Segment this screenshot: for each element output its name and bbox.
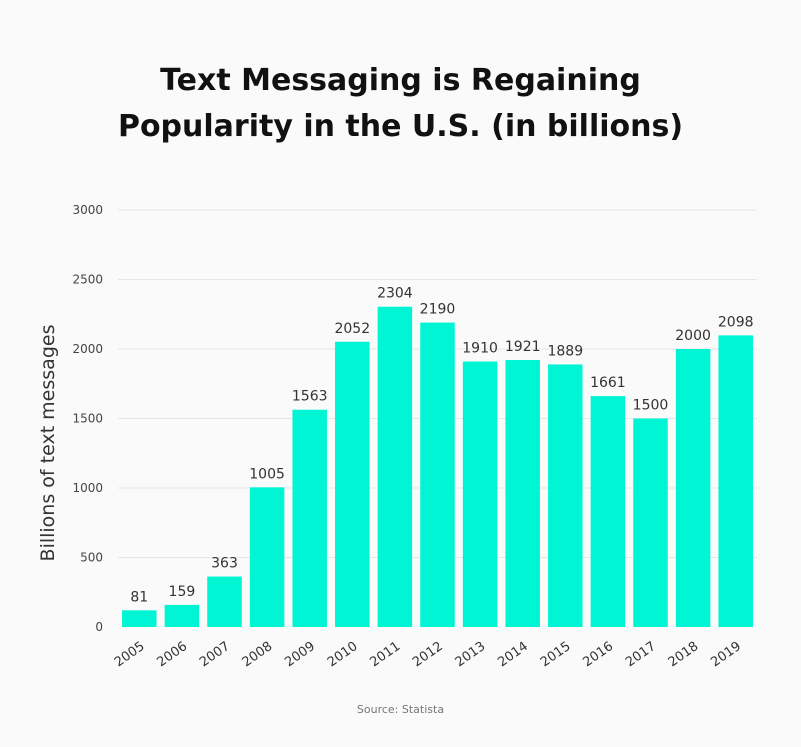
y-tick-label: 2500: [72, 273, 103, 287]
bar-2006: [164, 604, 200, 627]
x-tick-label-2009: 2009: [282, 639, 318, 670]
data-label-2008: 1005: [249, 466, 285, 482]
bar-2011: [377, 306, 413, 627]
x-tick-label-2007: 2007: [197, 639, 233, 670]
x-tick-label-2017: 2017: [623, 639, 659, 670]
data-label-2006: 159: [169, 584, 196, 600]
x-tick-label-2014: 2014: [495, 639, 531, 670]
data-label-2018: 2000: [675, 328, 711, 344]
data-label-2013: 1910: [462, 341, 498, 357]
data-label-2019: 2098: [718, 314, 754, 330]
y-tick-label: 1500: [72, 412, 103, 426]
x-tick-label-2016: 2016: [580, 639, 616, 670]
x-tick-label-2019: 2019: [708, 639, 744, 670]
x-tick-label-2011: 2011: [367, 639, 403, 670]
bars: [122, 306, 753, 627]
bar-2013: [462, 361, 498, 627]
y-tick-label: 0: [95, 620, 103, 634]
bar-2016: [590, 396, 626, 627]
bar-2012: [420, 322, 455, 627]
y-tick-label: 500: [80, 551, 103, 565]
data-label-2010: 2052: [334, 321, 370, 337]
bar-2018: [675, 349, 711, 627]
x-tick-label-2015: 2015: [538, 639, 574, 670]
data-label-2016: 1661: [590, 375, 626, 391]
data-labels: 81 159 363 1005 1563 2052 2304 2190 1910 1921 1889…: [130, 286, 753, 606]
data-label-2017: 1500: [633, 398, 669, 414]
x-tick-label-2018: 2018: [666, 639, 702, 670]
x-tick-label-2012: 2012: [410, 639, 446, 670]
data-label-2012: 2190: [420, 302, 456, 318]
x-tick-label-2006: 2006: [154, 639, 190, 670]
bar-2010: [335, 341, 370, 627]
bar-2014: [505, 359, 540, 627]
y-tick-label: 3000: [72, 203, 103, 217]
bar-2008: [249, 487, 285, 627]
bar-2005: [122, 610, 157, 627]
source-note: Source: Statista: [356, 703, 445, 716]
bar-2017: [633, 418, 668, 627]
data-label-2005: 81: [130, 589, 148, 605]
x-axis-ticks: 2005 2006 2007 2008 2009 2010 2011 2012 2013 2014…: [112, 639, 744, 670]
x-tick-label-2005: 2005: [112, 639, 148, 670]
chart-title-line-2: Popularity in the U.S. (in billions): [117, 109, 684, 144]
bar-2007: [207, 576, 242, 627]
x-tick-label-2010: 2010: [325, 639, 361, 670]
chart-title-line-1: Text Messaging is Regaining: [160, 63, 641, 98]
bar-2019: [718, 335, 753, 627]
data-label-2009: 1563: [292, 389, 328, 405]
bar-2009: [292, 409, 327, 627]
y-tick-label: 1000: [72, 481, 103, 495]
chart-title: Text Messaging is Regaining Popularity in…: [0, 58, 801, 150]
x-tick-label-2008: 2008: [240, 639, 276, 670]
x-tick-label-2013: 2013: [453, 639, 489, 670]
y-tick-label: 2000: [72, 342, 103, 356]
data-label-2007: 363: [211, 556, 238, 572]
data-label-2011: 2304: [377, 286, 413, 302]
y-axis-ticks: 0 500 1000 1500 2000 2500 3000: [72, 203, 103, 634]
data-label-2015: 1889: [547, 343, 583, 359]
y-axis-label: Billions of text messages: [37, 325, 59, 562]
bar-2015: [548, 364, 583, 627]
data-label-2014: 1921: [505, 339, 541, 355]
